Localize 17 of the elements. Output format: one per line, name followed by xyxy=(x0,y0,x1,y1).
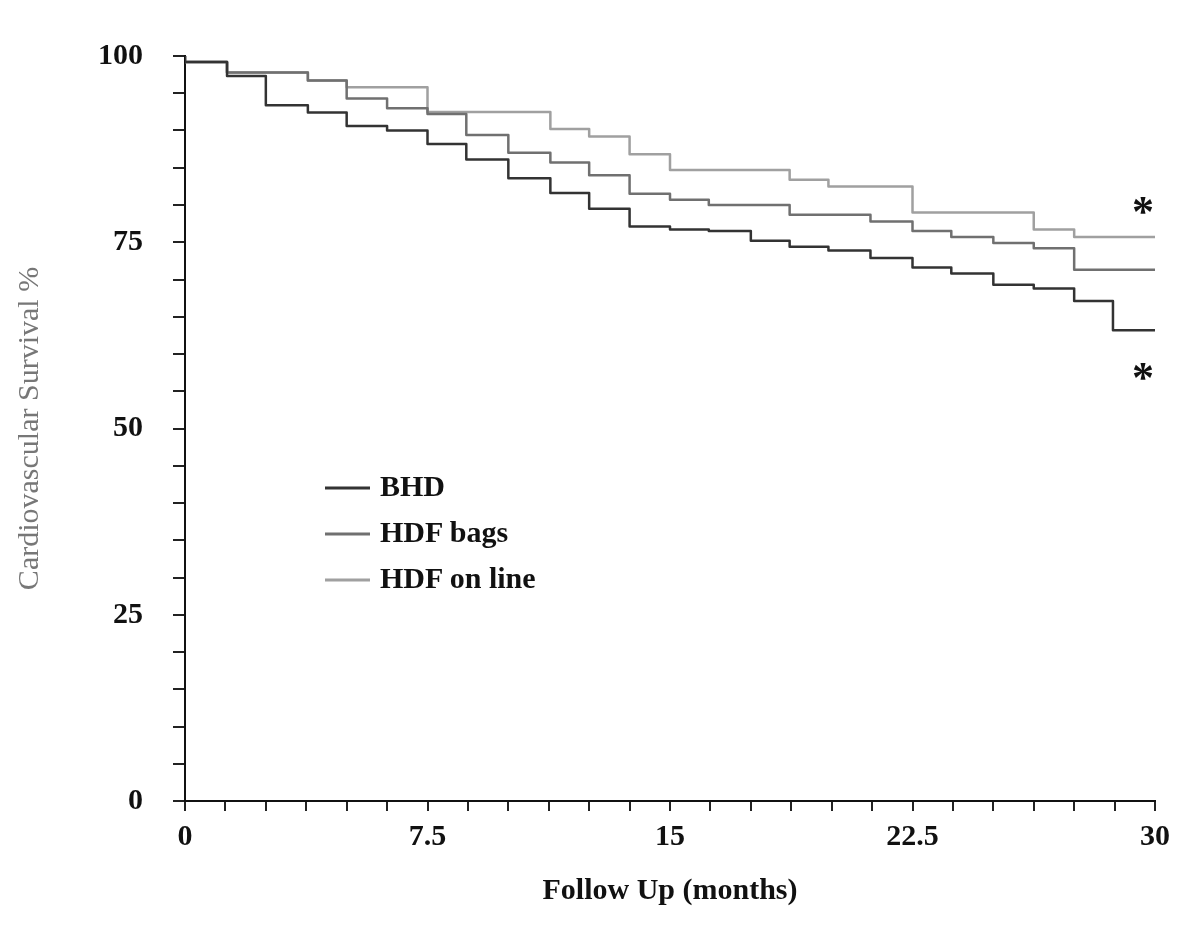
annotation: * xyxy=(1132,187,1154,237)
x-tick-label: 22.5 xyxy=(886,817,939,851)
legend-label: BHD xyxy=(380,468,446,502)
legend-label: HDF bags xyxy=(380,514,509,548)
annotation: * xyxy=(1132,352,1154,402)
y-tick-label: 25 xyxy=(113,595,143,629)
y-tick-label: 100 xyxy=(98,36,143,70)
y-axis-title: Cardiovascular Survival % xyxy=(10,266,44,591)
y-tick-label: 0 xyxy=(128,781,143,815)
y-tick-label: 75 xyxy=(113,223,143,256)
x-tick-label: 7.5 xyxy=(408,817,447,851)
x-axis-title: Follow Up (months) xyxy=(542,871,798,906)
legend-label: HDF on line xyxy=(380,560,536,594)
x-tick-label: 0 xyxy=(177,817,193,851)
y-tick-label: 50 xyxy=(113,409,143,443)
x-tick-label: 30 xyxy=(1140,817,1170,851)
x-tick-label: 15 xyxy=(655,817,685,851)
